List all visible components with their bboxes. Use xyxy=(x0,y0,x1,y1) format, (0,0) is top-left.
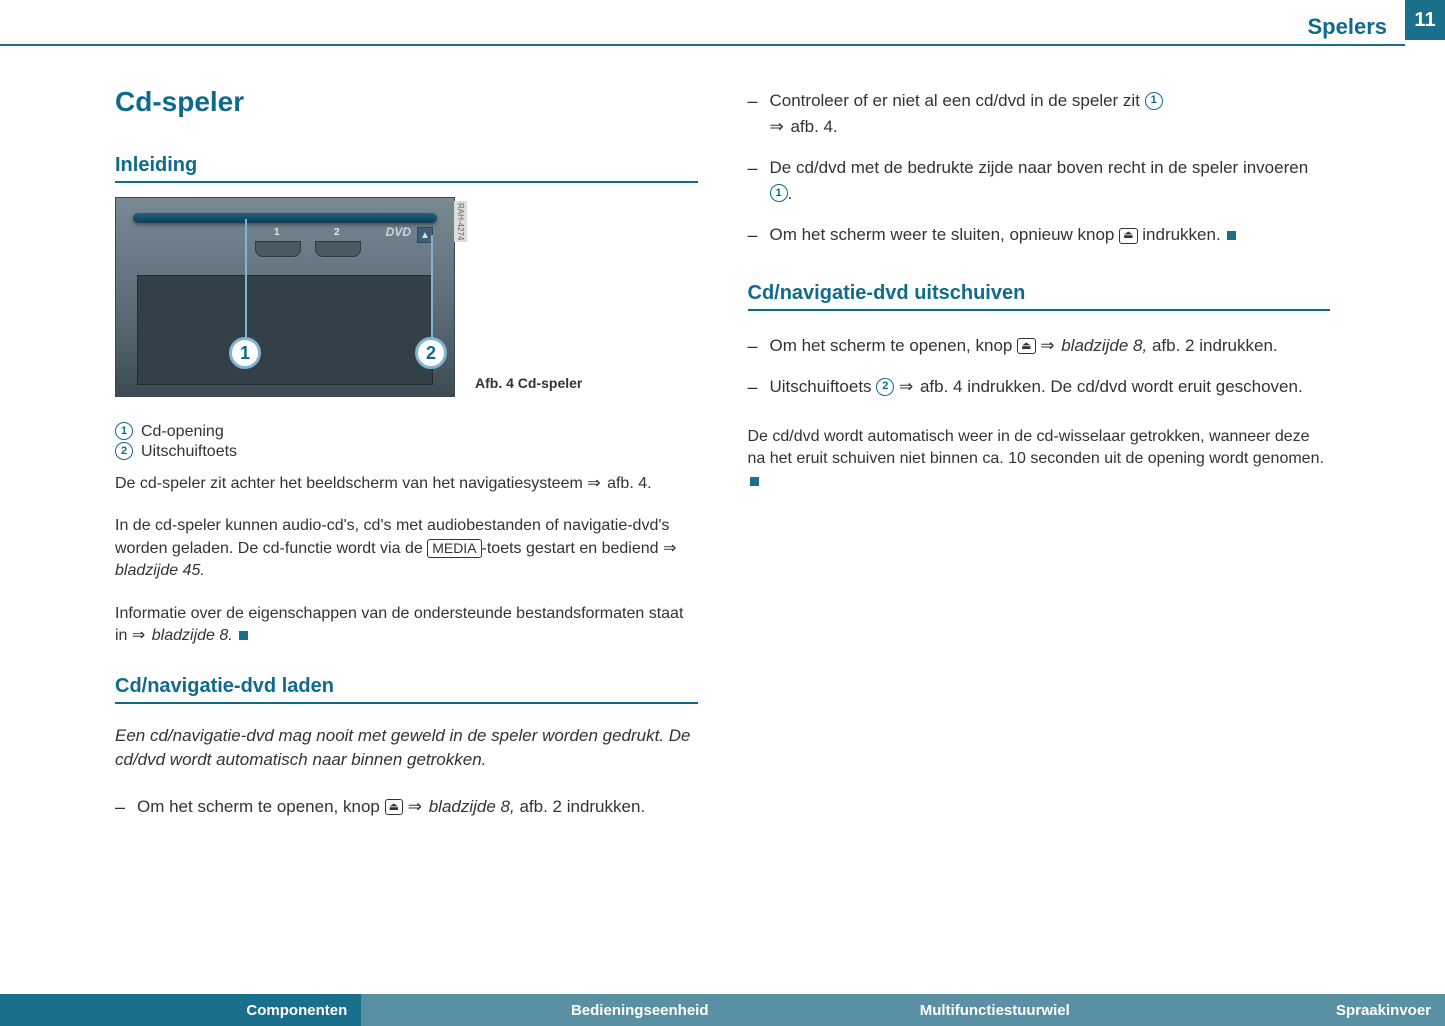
heading-laden: Cd/navigatie-dvd laden xyxy=(115,675,698,704)
figure-caption: Afb. 4 Cd-speler xyxy=(115,375,698,391)
ref-badge-2: 2 xyxy=(876,378,894,396)
text: indrukken. xyxy=(1138,225,1221,244)
text: Uitschuiftoets xyxy=(770,377,877,396)
list-item: Om het scherm te openen, knop ⏏ bladzijd… xyxy=(748,333,1331,359)
left-column: Cd-speler Inleiding 1 2 DVD ▲ 1 2 RAH-42… xyxy=(115,80,698,971)
text: Controleer of er niet al een cd/dvd in d… xyxy=(770,91,1145,110)
list-item: Om het scherm te openen, knop ⏏ bladzijd… xyxy=(115,794,698,820)
header-section-label: Spelers xyxy=(1308,0,1406,46)
content-area: Cd-speler Inleiding 1 2 DVD ▲ 1 2 RAH-42… xyxy=(115,80,1330,971)
legend-text-2: Uitschuiftoets xyxy=(141,443,237,461)
legend-text-1: Cd-opening xyxy=(141,423,224,441)
text: De cd-speler zit achter het beeldscherm … xyxy=(115,475,587,492)
screen-open-icon: ⏏ xyxy=(385,799,403,815)
step-list: Om het scherm te openen, knop ⏏ bladzijd… xyxy=(115,786,698,836)
page-ref: bladzijde 45. xyxy=(115,562,205,579)
tab-componenten[interactable]: Componenten xyxy=(0,994,361,1026)
figure-button-1 xyxy=(255,241,301,257)
figure-button-2 xyxy=(315,241,361,257)
page-ref: bladzijde 8, xyxy=(429,797,515,816)
heading-inleiding: Inleiding xyxy=(115,154,698,183)
dvd-logo: DVD xyxy=(386,225,411,239)
cd-slot xyxy=(133,213,437,223)
screen-open-icon: ⏏ xyxy=(1119,228,1137,244)
ref-arrow-icon xyxy=(899,377,915,396)
right-column: Controleer of er niet al een cd/dvd in d… xyxy=(748,80,1331,971)
figure-label-1: 1 xyxy=(274,227,280,238)
tab-multifunctiestuurwiel[interactable]: Multifunctiestuurwiel xyxy=(723,994,1084,1026)
media-key: MEDIA xyxy=(427,539,481,558)
text: -toets gestart en bediend xyxy=(482,540,663,557)
end-mark-icon xyxy=(239,631,248,640)
footer-tabs: Componenten Bedieningseenheid Multifunct… xyxy=(0,994,1445,1026)
callout-line-1 xyxy=(245,219,247,341)
figure-cd-speler: 1 2 DVD ▲ 1 2 RAH-4274 xyxy=(115,197,455,397)
page-header: Spelers 11 xyxy=(0,0,1445,48)
ref-arrow-icon xyxy=(132,627,147,644)
legend-row: 2 Uitschuiftoets xyxy=(115,443,698,461)
paragraph: Informatie over de eigenschappen van de … xyxy=(115,603,698,648)
text: afb. 4 indrukken. De cd/dvd wordt eruit … xyxy=(915,377,1302,396)
legend-row: 1 Cd-opening xyxy=(115,423,698,441)
legend-badge-2: 2 xyxy=(115,442,133,460)
ref-arrow-icon xyxy=(663,540,678,557)
callout-circle-2: 2 xyxy=(415,337,447,369)
callout-line-2 xyxy=(431,235,433,341)
figure-panel xyxy=(137,275,433,385)
figure-ref-code: RAH-4274 xyxy=(454,201,467,242)
ref-arrow-icon xyxy=(770,117,786,136)
ref-badge-1: 1 xyxy=(770,184,788,202)
step-list-continued: Controleer of er niet al een cd/dvd in d… xyxy=(748,80,1331,264)
screen-open-icon: ⏏ xyxy=(1017,338,1035,354)
ref-badge-1: 1 xyxy=(1145,92,1163,110)
tab-bedieningseenheid[interactable]: Bedieningseenheid xyxy=(361,994,722,1026)
end-mark-icon xyxy=(1227,231,1236,240)
paragraph: De cd/dvd wordt automatisch weer in de c… xyxy=(748,426,1331,493)
figure-label-2: 2 xyxy=(334,227,340,238)
end-mark-icon xyxy=(750,477,759,486)
page-title: Cd-speler xyxy=(115,86,698,118)
list-item: Om het scherm weer te sluiten, opnieuw k… xyxy=(748,222,1331,248)
text: Om het scherm weer te sluiten, opnieuw k… xyxy=(770,225,1120,244)
text: afb. 4. xyxy=(786,117,838,136)
list-item: De cd/dvd met de bedrukte zijde naar bov… xyxy=(748,155,1331,206)
figure-legend: 1 Cd-opening 2 Uitschuiftoets xyxy=(115,421,698,463)
paragraph: In de cd-speler kunnen audio-cd's, cd's … xyxy=(115,515,698,582)
ref-arrow-icon xyxy=(587,475,602,492)
paragraph: De cd-speler zit achter het beeldscherm … xyxy=(115,473,698,495)
legend-badge-1: 1 xyxy=(115,422,133,440)
callout-circle-1: 1 xyxy=(229,337,261,369)
page-ref: bladzijde 8, xyxy=(1061,336,1147,355)
text: Om het scherm te openen, knop xyxy=(137,797,385,816)
ref-arrow-icon xyxy=(408,797,424,816)
page-number: 11 xyxy=(1405,0,1445,40)
text: Om het scherm te openen, knop xyxy=(770,336,1018,355)
heading-uitschuiven: Cd/navigatie-dvd uitschuiven xyxy=(748,282,1331,311)
text: afb. 2 indrukken. xyxy=(1147,336,1277,355)
list-item: Uitschuiftoets 2 afb. 4 indrukken. De cd… xyxy=(748,374,1331,400)
text: . xyxy=(788,184,793,203)
step-list-eject: Om het scherm te openen, knop ⏏ bladzijd… xyxy=(748,325,1331,416)
intro-paragraph: Een cd/navigatie-dvd mag nooit met gewel… xyxy=(115,724,698,772)
text: afb. 4. xyxy=(603,475,652,492)
text: afb. 2 indrukken. xyxy=(515,797,645,816)
page-ref: bladzijde 8. xyxy=(152,627,233,644)
ref-arrow-icon xyxy=(1040,336,1056,355)
header-rule xyxy=(0,44,1405,46)
text: De cd/dvd wordt automatisch weer in de c… xyxy=(748,428,1324,467)
text: De cd/dvd met de bedrukte zijde naar bov… xyxy=(770,158,1309,177)
list-item: Controleer of er niet al een cd/dvd in d… xyxy=(748,88,1331,139)
tab-spraakinvoer[interactable]: Spraakinvoer xyxy=(1084,994,1445,1026)
